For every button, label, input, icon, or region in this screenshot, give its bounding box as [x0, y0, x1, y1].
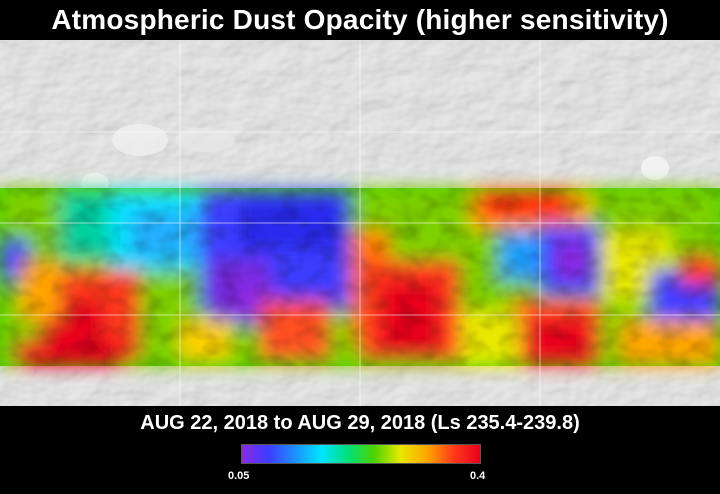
date-range-label: AUG 22, 2018 to AUG 29, 2018 (Ls 235.4-2… [140, 411, 580, 434]
dust-opacity-overlay [0, 40, 720, 406]
colorbar-min-label: 0.05 [228, 470, 250, 482]
mars-dust-opacity-map [0, 40, 720, 406]
lat-lon-grid [0, 40, 720, 406]
volcano-shape [175, 128, 235, 152]
map-title: Atmospheric Dust Opacity (higher sensiti… [51, 4, 669, 35]
colorbar-max-label: 0.4 [470, 470, 486, 482]
opacity-colorbar [241, 444, 481, 464]
volcano-shape [112, 124, 168, 156]
volcano-shape [641, 156, 669, 180]
